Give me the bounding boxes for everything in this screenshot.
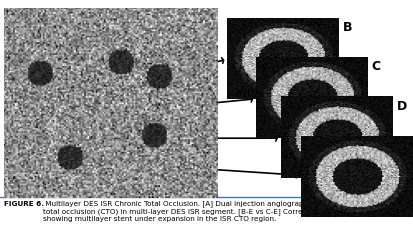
- Text: B: B: [343, 21, 352, 34]
- Text: D: D: [396, 99, 407, 112]
- Text: A: A: [10, 12, 20, 24]
- Text: FIGURE 6.: FIGURE 6.: [4, 200, 44, 206]
- Text: C: C: [372, 60, 381, 73]
- Text: Multilayer DES ISR Chronic Total Occlusion. [A] Dual injection angiography showi: Multilayer DES ISR Chronic Total Occlusi…: [43, 200, 406, 221]
